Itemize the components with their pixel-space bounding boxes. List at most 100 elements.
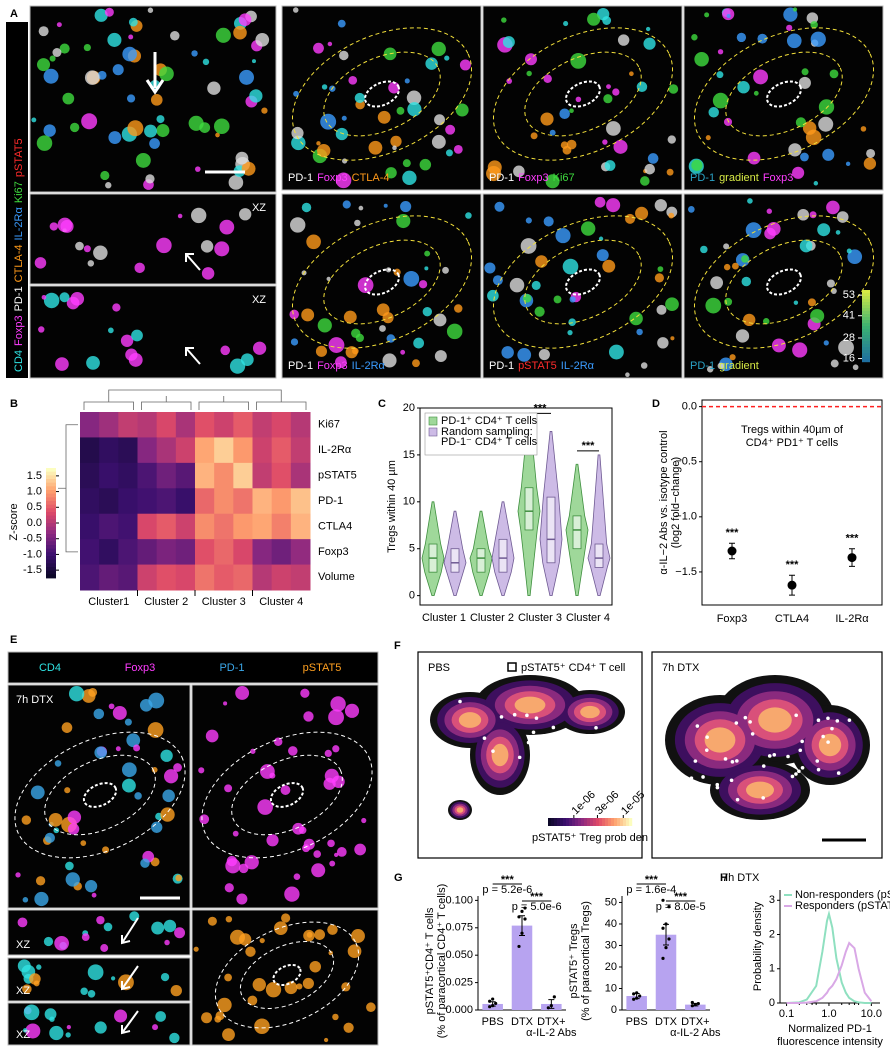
cell-blob: [377, 110, 391, 124]
heatmap-cell: [137, 437, 158, 464]
cell-blob: [121, 762, 137, 778]
cell-blob: [134, 262, 145, 274]
cell-blob: [207, 916, 217, 926]
cell-blob: [531, 280, 541, 290]
xz-label: XZ: [16, 985, 30, 997]
cell-dot: [797, 769, 801, 774]
cell-blob: [608, 344, 624, 360]
cell-blob: [810, 31, 826, 47]
cell-blob: [244, 855, 259, 870]
cell-blob: [225, 915, 233, 923]
cell-blob: [606, 121, 621, 136]
cell-blob: [252, 341, 267, 355]
x-tick-label: 1.0: [821, 1008, 836, 1020]
cell-blob: [164, 939, 170, 946]
cell-blob: [570, 52, 587, 69]
cell-blob: [717, 49, 724, 55]
cell-blob: [657, 266, 664, 272]
cell-blob: [199, 814, 210, 825]
heatmap-cell: [175, 539, 196, 566]
cell-blob: [55, 357, 69, 371]
cluster-label: Cluster1: [88, 596, 129, 608]
cell-blob: [265, 982, 282, 998]
cell-blob: [700, 245, 708, 254]
heatmap-cell: [118, 412, 138, 438]
data-point: [523, 906, 527, 910]
violin: [587, 454, 611, 597]
cell-blob: [704, 12, 710, 18]
cell-blob: [852, 364, 859, 371]
legend-label: Random sampling:: [441, 426, 533, 438]
cell-blob: [764, 227, 776, 240]
channel-name: IL-2Rα: [561, 360, 595, 372]
x-tick-label: DTX: [511, 1016, 534, 1028]
cell-dot: [695, 785, 700, 789]
heatmap-cell: [118, 539, 138, 566]
colorbar-cell: [563, 818, 567, 826]
cell-blob: [224, 784, 233, 793]
colorbar-cell: [46, 468, 56, 473]
cell-blob: [526, 70, 532, 77]
p-value: p = 1.6e-4: [626, 884, 676, 896]
plot-frame: [701, 399, 883, 606]
cell-blob: [128, 17, 138, 27]
density-contour: [491, 743, 509, 767]
heatmap-cell: [175, 488, 196, 515]
colorbar-cell: [596, 818, 600, 826]
channel-name: Foxp3: [763, 172, 794, 184]
cell-blob: [303, 929, 315, 942]
colorbar-cell: [557, 818, 561, 826]
legend-label: PD-1⁻ CD4⁺ T cells: [441, 436, 538, 448]
cell-blob: [108, 703, 115, 710]
y-tick-label: 0.025: [445, 977, 473, 989]
cell-blob: [347, 944, 362, 959]
cell-blob: [288, 746, 298, 756]
cell-blob: [23, 1004, 40, 1021]
cell-blob: [737, 81, 750, 94]
cell-blob: [201, 1012, 213, 1024]
micrograph: [191, 684, 379, 909]
heatmap-cell: [214, 513, 234, 540]
density-contour: [458, 712, 482, 728]
cell-blob: [602, 139, 608, 145]
heatmap-cell: [118, 513, 138, 540]
heatmap-cell: [99, 462, 119, 489]
channel-name: pSTAT5: [303, 662, 342, 674]
cell-blob: [810, 308, 825, 324]
cell-blob: [712, 92, 729, 109]
arrow: [121, 965, 139, 991]
cell-dot: [734, 721, 739, 725]
cell-blob: [61, 722, 73, 733]
channel-name: CD4: [39, 662, 61, 674]
cell-dot: [830, 726, 834, 731]
cell-blob: [535, 255, 548, 268]
cell-blob: [795, 117, 807, 128]
cell-blob: [107, 32, 122, 47]
colorbar-cell: [611, 818, 615, 826]
y-tick-label: 50: [605, 896, 617, 908]
heatmap-cell: [252, 437, 273, 464]
colorbar-cell: [46, 534, 56, 539]
cell-blob: [62, 92, 75, 105]
cell-blob: [323, 1037, 329, 1043]
cell-blob: [75, 241, 84, 251]
cell-blob: [433, 313, 447, 327]
cell-dot: [767, 754, 772, 758]
cell-blob: [540, 112, 554, 126]
data-point: [488, 1005, 492, 1009]
colorbar-cell: [46, 530, 56, 535]
cell-blob: [424, 250, 431, 257]
cell-blob: [151, 921, 165, 935]
colorbar-tick-label: -0.5: [23, 533, 42, 545]
colorbar-cell: [608, 818, 612, 826]
cell-blob: [863, 157, 877, 170]
cell-blob: [336, 847, 347, 857]
x-tick-label: Cluster 1: [422, 612, 466, 624]
channel-caption: PD-1 Foxp3 IL-2Rα: [288, 360, 386, 372]
cell-blob: [93, 708, 105, 720]
cell-blob: [296, 983, 303, 990]
cell-blob: [223, 701, 228, 706]
cell-blob: [805, 129, 822, 146]
row-label: Foxp3: [318, 546, 349, 558]
data-point: [552, 995, 556, 999]
